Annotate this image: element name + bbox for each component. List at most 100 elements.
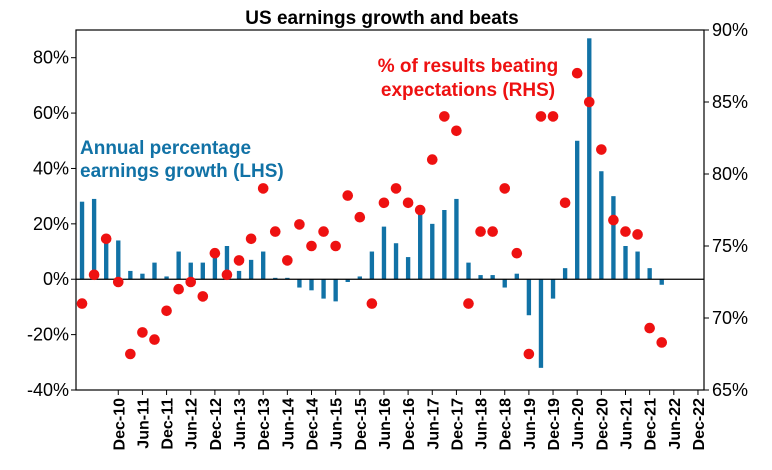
right-tick-label: 90%	[712, 20, 748, 40]
beat-dot	[523, 348, 535, 360]
x-tick-label: Dec-18	[498, 398, 515, 451]
x-tick-label: Dec-17	[449, 398, 466, 451]
x-tick-label: Dec-10	[111, 398, 128, 451]
lhs-annotation-line-2: earnings growth (LHS)	[80, 161, 284, 182]
growth-bar	[635, 251, 640, 280]
growth-bar	[261, 251, 266, 280]
beat-dot	[233, 255, 245, 266]
x-tick-label: Jun-14	[280, 398, 297, 450]
chart-title: US earnings growth and beats	[245, 8, 518, 29]
beat-dot	[390, 183, 402, 194]
x-tick-label: Jun-20	[570, 398, 587, 450]
growth-bar	[575, 140, 580, 280]
growth-bars	[79, 38, 664, 368]
growth-bar	[381, 226, 387, 280]
beat-dot	[366, 298, 378, 309]
beat-dot	[76, 298, 88, 309]
beat-dot	[378, 197, 390, 209]
growth-bar	[659, 279, 664, 285]
beat-dot	[571, 67, 583, 79]
growth-bar	[273, 277, 278, 280]
beat-dot	[294, 219, 305, 230]
beat-dot	[511, 247, 523, 259]
beat-dot	[426, 154, 438, 165]
growth-bar	[152, 262, 157, 280]
x-tick-label: Dec-16	[401, 398, 418, 451]
lhs-annotation-line-1: Annual percentage	[80, 138, 251, 159]
beat-dot	[620, 226, 631, 237]
rhs-annotation-line-2: expectations (RHS)	[381, 80, 555, 101]
growth-bar	[140, 273, 145, 280]
beat-dot	[209, 247, 221, 259]
beat-dot	[318, 226, 329, 237]
beat-dot	[185, 276, 197, 288]
right-axis-ticks: 65% 70% 75% 80% 85% 90%	[704, 20, 748, 400]
growth-bar	[369, 251, 375, 280]
growth-bar	[188, 262, 193, 280]
growth-bar	[418, 210, 423, 280]
lhs-annotation: Annual percentage earnings growth (LHS)	[80, 138, 284, 182]
growth-bar	[393, 243, 399, 280]
beat-dot	[269, 226, 281, 237]
growth-bar	[538, 279, 544, 368]
x-tick-label: Dec-11	[160, 398, 177, 450]
right-tick-label: 65%	[712, 380, 748, 400]
growth-bar	[550, 279, 556, 299]
growth-bar	[333, 279, 338, 302]
beat-dot	[451, 125, 462, 137]
growth-bar	[200, 262, 205, 280]
growth-bar	[248, 259, 254, 280]
growth-bar	[357, 276, 362, 280]
rhs-annotation: % of results beating expectations (RHS)	[378, 56, 559, 101]
growth-bar	[514, 273, 519, 280]
beat-dot	[402, 197, 414, 209]
beat-dot	[583, 96, 595, 108]
left-tick-label: 80%	[33, 48, 69, 68]
beat-dot	[354, 211, 366, 223]
left-tick-label: -40%	[27, 380, 69, 400]
growth-bar	[623, 246, 628, 280]
beat-dot	[306, 240, 317, 252]
growth-bar	[599, 171, 604, 280]
beat-dot	[161, 305, 172, 317]
growth-bar	[454, 198, 459, 280]
growth-bar	[164, 276, 169, 280]
x-tick-label: Jun-21	[619, 398, 636, 450]
beat-dot	[559, 197, 571, 209]
x-tick-label: Jun-11	[135, 398, 152, 449]
beat-dot	[282, 255, 293, 266]
growth-bar	[128, 270, 133, 280]
growth-bar	[212, 254, 218, 280]
x-tick-label: Dec-12	[208, 398, 225, 451]
beat-dot	[644, 322, 655, 334]
beat-dot	[463, 298, 474, 309]
beat-dot	[596, 144, 607, 155]
beat-dot	[149, 334, 160, 345]
right-tick-label: 75%	[712, 236, 748, 256]
growth-bar	[345, 279, 350, 282]
beat-dot	[330, 240, 341, 252]
x-tick-label: Dec-19	[546, 398, 563, 451]
beat-dots	[76, 67, 668, 360]
plot-frame	[75, 29, 705, 391]
beat-dot	[257, 183, 269, 194]
x-tick-label: Jun-15	[329, 398, 346, 450]
growth-bar	[466, 262, 471, 280]
beat-dot	[245, 233, 257, 245]
left-tick-label: 20%	[33, 214, 69, 234]
x-axis-ticks: Dec-10 Jun-11 Dec-11 Jun-12 Dec-12 Jun-13 Dec-…	[111, 390, 708, 450]
x-tick-label: Jun-16	[377, 398, 394, 450]
beat-dot	[112, 276, 124, 288]
beat-dot	[535, 111, 547, 122]
growth-bar	[478, 275, 483, 280]
growth-bar	[430, 223, 435, 280]
left-tick-label: 60%	[33, 103, 69, 123]
growth-bar	[224, 246, 230, 280]
growth-bar	[79, 201, 85, 280]
beat-dot	[632, 229, 643, 240]
beat-dot	[547, 111, 559, 122]
beat-dot	[439, 111, 450, 122]
beat-dot	[414, 204, 426, 216]
x-tick-label: Dec-21	[643, 398, 660, 451]
